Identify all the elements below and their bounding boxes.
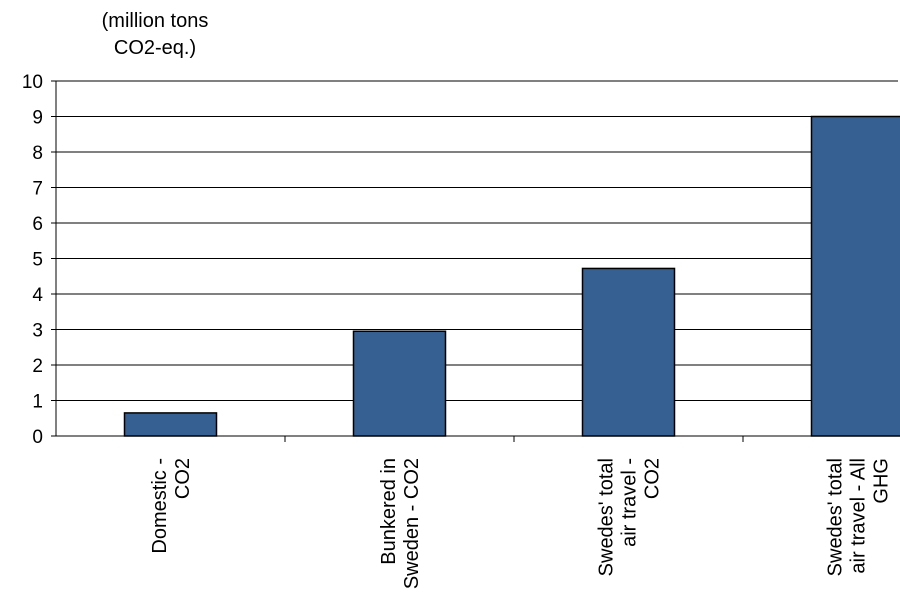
bar (352, 330, 447, 437)
y-axis-unit-label: (million tons CO2-eq.) (60, 8, 250, 62)
y-tick-label: 9 (32, 108, 43, 129)
y-tick-label: 3 (32, 321, 43, 342)
bar (581, 267, 676, 437)
y-tick-label: 0 (32, 427, 43, 448)
x-category-label-line: CO2 (642, 458, 664, 499)
x-category-label-line: GHG (871, 458, 893, 504)
x-category-label-line: Domestic - (149, 458, 171, 554)
y-tick-label: 1 (32, 392, 43, 413)
y-tick-label: 2 (32, 356, 43, 377)
y-axis-unit-line-2: CO2-eq.) (113, 37, 197, 59)
x-category-label: Domestic -CO2 (149, 458, 194, 554)
x-category-label-line: Sweden - CO2 (401, 458, 423, 589)
bar (810, 115, 900, 437)
x-category-label: Swedes' totalair travel -CO2 (596, 458, 664, 576)
y-tick-label: 5 (32, 250, 43, 271)
x-category-label-line: Bunkered in (378, 458, 400, 565)
y-tick-label: 8 (32, 143, 43, 164)
x-category-label-line: Swedes' total (825, 458, 847, 576)
x-category-label: Bunkered inSweden - CO2 (378, 458, 423, 589)
y-tick-label: 6 (32, 214, 43, 235)
x-category-label-line: air travel - (619, 458, 641, 547)
x-category-label: Swedes' totalair travel - AllGHG (825, 458, 893, 576)
y-axis-unit-line-1: (million tons (101, 10, 209, 32)
y-tick-label: 4 (32, 285, 43, 306)
bar (123, 412, 218, 437)
x-category-label-line: Swedes' total (596, 458, 618, 576)
y-tick-label: 10 (22, 72, 43, 93)
y-tick-label: 7 (32, 179, 43, 200)
x-category-label-line: air travel - All (848, 458, 870, 574)
x-category-label-line: CO2 (172, 458, 194, 499)
